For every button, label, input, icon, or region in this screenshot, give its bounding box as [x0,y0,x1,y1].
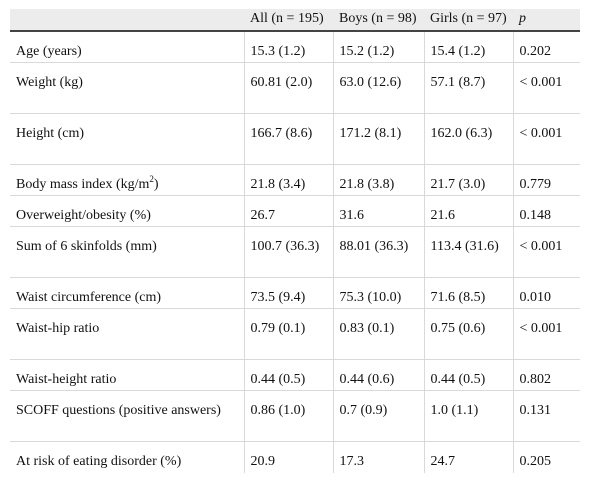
table-row: SCOFF questions (positive answers) 0.86 … [10,390,580,442]
cell-p: < 0.001 [512,62,580,114]
cell-all: 15.3 (1.2) [243,31,333,63]
cell-p: 0.202 [512,31,580,63]
row-label: Weight (kg) [10,62,244,114]
table-row: At risk of eating disorder (%) 20.9 17.3… [10,441,580,473]
cell-girls: 15.4 (1.2) [423,31,513,63]
row-label: Waist-hip ratio [10,308,244,360]
characteristics-table: All (n = 195) Boys (n = 98) Girls (n = 9… [10,9,580,473]
cell-boys: 88.01 (36.3) [332,226,424,278]
cell-girls: 0.75 (0.6) [423,308,513,360]
row-label: Waist circumference (cm) [10,277,244,309]
cell-p: 0.802 [512,359,580,391]
row-label: Body mass index (kg/m2) [10,164,244,196]
cell-all: 60.81 (2.0) [243,62,333,114]
row-label: At risk of eating disorder (%) [16,454,182,469]
cell-girls: 21.7 (3.0) [423,164,513,196]
cell-boys: 75.3 (10.0) [332,277,424,309]
table-row: Body mass index (kg/m2) 21.8 (3.4) 21.8 … [10,164,580,196]
cell-all: 100.7 (36.3) [243,226,333,278]
cell-all: 21.8 (3.4) [243,164,333,196]
cell-p: 0.779 [512,164,580,196]
cell-girls: 113.4 (31.6) [423,226,513,278]
cell-all: 166.7 (8.6) [243,113,333,165]
row-label: Sum of 6 skinfolds (mm) [10,226,244,278]
row-label: Overweight/obesity (%) [10,195,244,227]
table-row: Waist-hip ratio 0.79 (0.1) 0.83 (0.1) 0.… [10,308,580,360]
cell-p: 0.205 [512,441,580,473]
cell-all: 0.44 (0.5) [243,359,333,391]
cell-p: 0.131 [512,390,580,442]
cell-girls: 1.0 (1.1) [423,390,513,442]
row-label: Waist-height ratio [10,359,244,391]
cell-p: 0.148 [512,195,580,227]
cell-boys: 17.3 [332,441,424,473]
cell-all: 26.7 [243,195,333,227]
row-label-text: Body mass index (kg/m [16,177,150,192]
cell-girls: 24.7 [423,441,513,473]
header-label [10,9,244,32]
cell-all: 0.86 (1.0) [243,390,333,442]
header-p: p [513,9,580,32]
cell-p: < 0.001 [512,113,580,165]
cell-girls: 0.44 (0.5) [423,359,513,391]
cell-all: 73.5 (9.4) [243,277,333,309]
header-girls: Girls (n = 97) [424,9,513,32]
header-row: All (n = 195) Boys (n = 98) Girls (n = 9… [10,9,580,32]
cell-p: < 0.001 [512,226,580,278]
table-row: Waist circumference (cm) 73.5 (9.4) 75.3… [10,277,580,309]
header-all: All (n = 195) [244,9,333,32]
cell-girls: 21.6 [423,195,513,227]
row-label: Age (years) [10,31,244,63]
cell-girls: 71.6 (8.5) [423,277,513,309]
table-row: Waist-height ratio 0.44 (0.5) 0.44 (0.6)… [10,359,580,391]
row-label-suffix: ) [153,177,159,192]
row-label: SCOFF questions (positive answers) [10,390,244,442]
table-row: Sum of 6 skinfolds (mm) 100.7 (36.3) 88.… [10,226,580,278]
table-row: Age (years) 15.3 (1.2) 15.2 (1.2) 15.4 (… [10,31,580,63]
table-row: Weight (kg) 60.81 (2.0) 63.0 (12.6) 57.1… [10,62,580,114]
cell-boys: 0.83 (0.1) [332,308,424,360]
cell-boys: 63.0 (12.6) [332,62,424,114]
cell-all: 20.9 [243,441,333,473]
row-label: Height (cm) [10,113,244,165]
header-boys: Boys (n = 98) [333,9,424,32]
row-label-superscript: 2 [149,174,154,184]
cell-boys: 0.44 (0.6) [332,359,424,391]
table-row: Height (cm) 166.7 (8.6) 171.2 (8.1) 162.… [10,113,580,165]
cell-p: 0.010 [512,277,580,309]
cell-boys: 171.2 (8.1) [332,113,424,165]
cell-boys: 15.2 (1.2) [332,31,424,63]
cell-boys: 31.6 [332,195,424,227]
cell-boys: 0.7 (0.9) [332,390,424,442]
cell-all: 0.79 (0.1) [243,308,333,360]
table-row: Overweight/obesity (%) 26.7 31.6 21.6 0.… [10,195,580,227]
cell-boys: 21.8 (3.8) [332,164,424,196]
cell-girls: 162.0 (6.3) [423,113,513,165]
cell-girls: 57.1 (8.7) [423,62,513,114]
cell-p: < 0.001 [512,308,580,360]
